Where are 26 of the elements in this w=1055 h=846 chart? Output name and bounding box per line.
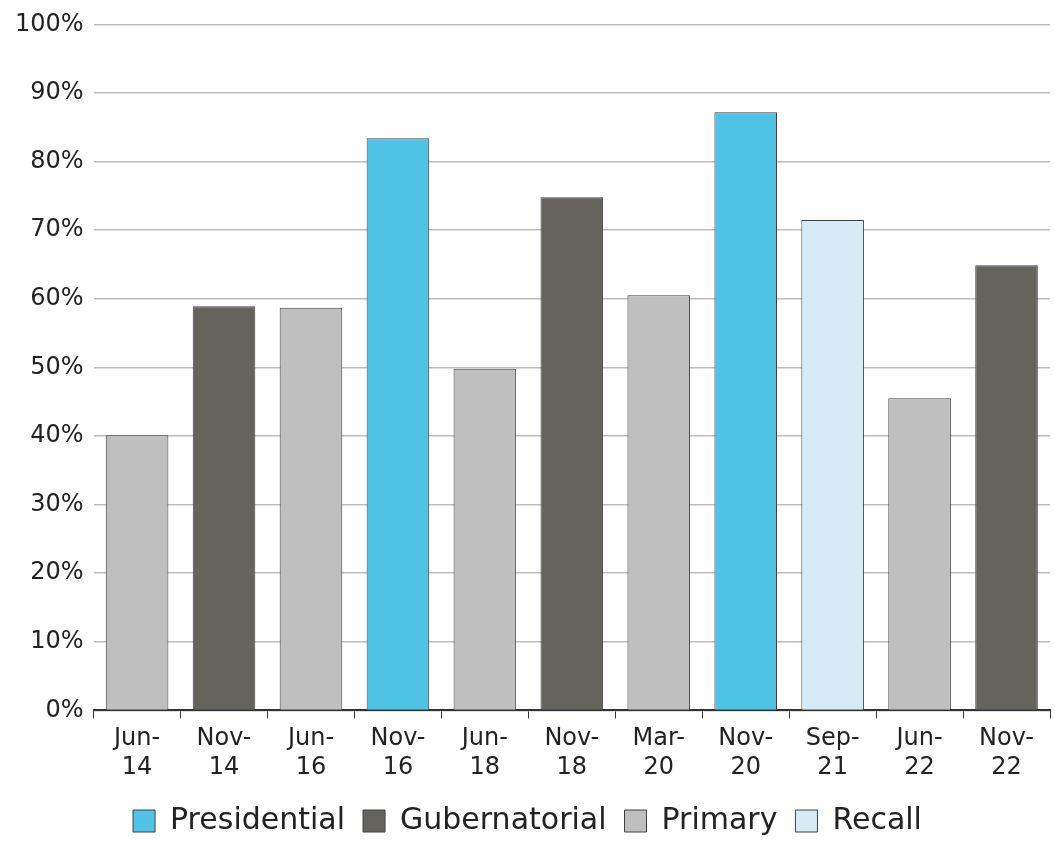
y-tick-label: 100% xyxy=(14,8,84,37)
y-tick-label: 80% xyxy=(30,145,84,174)
x-tick-label: Nov-18 xyxy=(544,723,600,780)
x-tick-label: Nov-20 xyxy=(718,723,774,780)
y-tick-label: 30% xyxy=(30,488,84,517)
x-tick-label: Jun-18 xyxy=(459,723,508,780)
x-tick-label: Sep-21 xyxy=(805,723,860,780)
legend-label: Gubernatorial xyxy=(400,800,607,836)
y-tick-label: 50% xyxy=(30,351,84,380)
y-tick-label: 60% xyxy=(30,283,84,312)
x-tick-label: Jun-16 xyxy=(285,723,335,780)
y-tick-label: 10% xyxy=(30,626,84,655)
x-tick-label: Jun-14 xyxy=(112,723,161,780)
legend-label: Primary xyxy=(661,800,778,836)
x-tick-label: Nov-16 xyxy=(370,723,426,780)
legend-label: Presidential xyxy=(170,800,346,836)
x-tick-label: Jun-22 xyxy=(894,723,943,780)
y-tick-label: 0% xyxy=(45,694,84,723)
x-tick-label: Mar-20 xyxy=(632,723,685,780)
y-tick-label: 40% xyxy=(30,420,84,449)
x-tick-label: Nov-14 xyxy=(196,723,252,780)
x-tick-label: Nov-22 xyxy=(979,723,1034,780)
legend-label: Recall xyxy=(832,800,922,836)
y-tick-label: 20% xyxy=(30,557,84,586)
y-tick-label: 70% xyxy=(30,214,84,243)
y-tick-label: 90% xyxy=(30,77,84,106)
